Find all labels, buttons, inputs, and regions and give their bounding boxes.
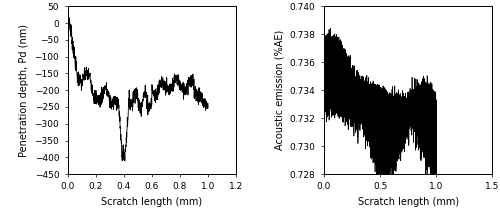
Y-axis label: Acoustic emission (%AE): Acoustic emission (%AE) [274,30,284,150]
X-axis label: Scratch length (mm): Scratch length (mm) [358,197,458,207]
Y-axis label: Penetration depth, Pd (nm): Penetration depth, Pd (nm) [19,24,29,157]
X-axis label: Scratch length (mm): Scratch length (mm) [102,197,202,207]
